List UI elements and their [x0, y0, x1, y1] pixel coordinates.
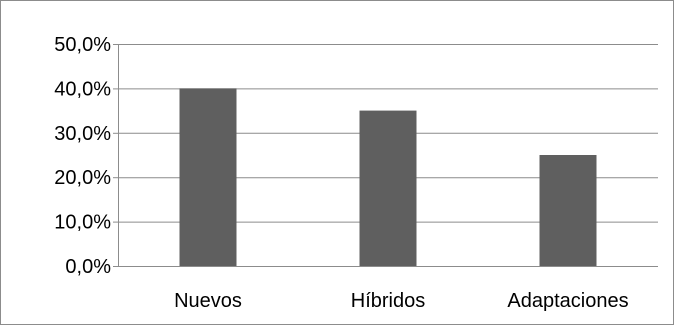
y-tick-label: 10,0% [54, 212, 111, 234]
bar-nuevos [179, 88, 237, 267]
x-axis-category-labels: Nuevos Híbridos Adaptaciones [174, 290, 629, 312]
y-axis-tick-labels: 0,0% 10,0% 20,0% 30,0% 40,0% 50,0% [54, 34, 111, 278]
bars [179, 88, 597, 267]
axes [113, 44, 658, 267]
x-category-label: Nuevos [174, 290, 242, 312]
bar-híbridos [359, 110, 417, 266]
bar-adaptaciones [539, 155, 597, 266]
x-category-label: Adaptaciones [507, 290, 628, 312]
y-tick-label: 30,0% [54, 123, 111, 145]
y-tick-label: 50,0% [54, 34, 111, 56]
y-tick-label: 20,0% [54, 167, 111, 189]
x-category-label: Híbridos [351, 290, 425, 312]
y-tick-label: 40,0% [54, 78, 111, 100]
y-tick-label: 0,0% [65, 256, 111, 278]
